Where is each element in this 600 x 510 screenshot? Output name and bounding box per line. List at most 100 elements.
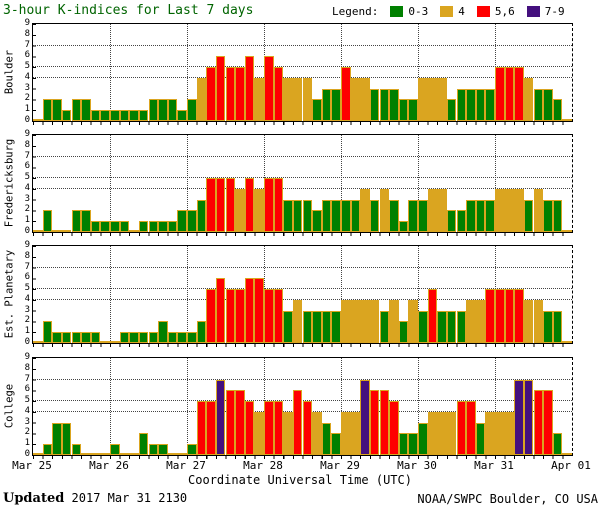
k-bar: [100, 110, 110, 121]
k-bar: [475, 199, 486, 232]
k-bar: [427, 411, 438, 455]
gridline-day: [495, 358, 496, 455]
k-bar: [33, 453, 43, 455]
k-bar: [552, 433, 563, 455]
panel-ylabel-fredericksburg: Fredericksburg: [3, 138, 15, 227]
y-tick-label: 6: [24, 272, 30, 283]
k-bar: [225, 289, 236, 343]
y-tick-label: 3: [24, 193, 30, 204]
k-bar: [312, 411, 322, 455]
k-bar: [543, 199, 553, 232]
k-bar: [504, 188, 515, 232]
y-tick-label: 0: [24, 449, 30, 459]
y-tick-label: 2: [24, 315, 30, 326]
x-axis-title: Coordinate Universal Time (UTC): [188, 473, 412, 487]
y-tick-label: 4: [24, 293, 30, 304]
y-tick-label: 6: [24, 384, 30, 395]
k-bar: [485, 411, 495, 455]
k-bar: [437, 77, 447, 121]
k-bar: [389, 88, 399, 121]
y-tick-label: 8: [24, 250, 30, 261]
k-bar: [408, 299, 418, 343]
k-bar: [350, 299, 361, 343]
gridline-day: [495, 135, 496, 232]
k-bar: [148, 444, 159, 455]
k-bar: [215, 178, 226, 232]
y-tick-label: 9: [24, 352, 30, 362]
k-bar: [456, 88, 467, 121]
k-bar: [196, 77, 207, 121]
k-bar: [81, 99, 91, 121]
k-bar: [71, 99, 82, 121]
y-tick-label: 4: [24, 71, 30, 82]
updated-label: Updated: [3, 491, 65, 506]
x-tick-label: Mar 26: [89, 459, 129, 472]
k-bar: [466, 299, 476, 343]
y-tick-label: 9: [24, 18, 30, 28]
k-bar: [369, 199, 380, 232]
green-swatch-icon: [390, 6, 404, 17]
legend-item-purple: 7-9: [526, 5, 565, 18]
k-bar: [466, 199, 476, 232]
k-bar: [562, 119, 572, 121]
k-bar: [283, 411, 293, 455]
y-tick-label: 7: [24, 261, 30, 272]
k-bar: [321, 199, 332, 232]
k-bar: [148, 99, 159, 121]
k-bar: [292, 299, 303, 343]
y-tick-label: 6: [24, 161, 30, 172]
k-bar: [543, 310, 553, 343]
k-bar: [61, 230, 72, 232]
k-bar: [514, 67, 524, 121]
k-bar: [138, 221, 149, 232]
x-tick-label: Mar 30: [397, 459, 437, 472]
footer-source: NOAA/SWPC Boulder, CO USA: [417, 492, 598, 506]
y-tick-label: 9: [24, 240, 30, 250]
k-bar: [437, 411, 447, 455]
k-bar: [427, 188, 438, 232]
k-bar: [264, 289, 274, 343]
k-bar: [206, 178, 216, 232]
k-bar: [418, 310, 428, 343]
k-bar: [81, 210, 91, 232]
panel-ylabel-boulder: Boulder: [3, 49, 15, 94]
k-bar: [446, 411, 457, 455]
k-bar: [61, 110, 72, 121]
gridline-day: [341, 135, 342, 232]
kindex-panel-boulder: [32, 23, 573, 125]
k-bar: [543, 88, 553, 121]
k-bar: [90, 110, 101, 121]
k-bar: [475, 299, 486, 343]
k-bar: [369, 88, 380, 121]
gridline-k4: [33, 187, 572, 189]
k-bar: [158, 444, 168, 455]
k-bar: [196, 199, 207, 232]
k-bar: [562, 453, 572, 455]
k-bar: [119, 110, 130, 121]
k-bar: [42, 321, 53, 343]
k-bar: [264, 56, 274, 121]
y-tick-label: 1: [24, 104, 30, 115]
x-tick-label: Mar 28: [243, 459, 283, 472]
k-bar: [379, 390, 390, 455]
k-bar: [369, 299, 380, 343]
k-bar: [254, 278, 264, 343]
k-bar: [533, 88, 544, 121]
k-bar: [466, 88, 476, 121]
k-bar: [225, 67, 236, 121]
k-bar: [90, 221, 101, 232]
k-bar: [42, 99, 53, 121]
gridline-day: [187, 358, 188, 455]
k-bar: [119, 332, 130, 343]
k-bar: [446, 310, 457, 343]
k-bar: [523, 299, 534, 343]
k-bar: [215, 56, 226, 121]
k-bar: [52, 99, 62, 121]
y-tick-label: 2: [24, 204, 30, 215]
k-bar: [90, 332, 101, 343]
k-bar: [504, 67, 515, 121]
k-bar: [485, 88, 495, 121]
y-tick-label: 7: [24, 39, 30, 50]
legend-item-red: 5,6: [476, 5, 515, 18]
k-bar: [138, 433, 149, 455]
